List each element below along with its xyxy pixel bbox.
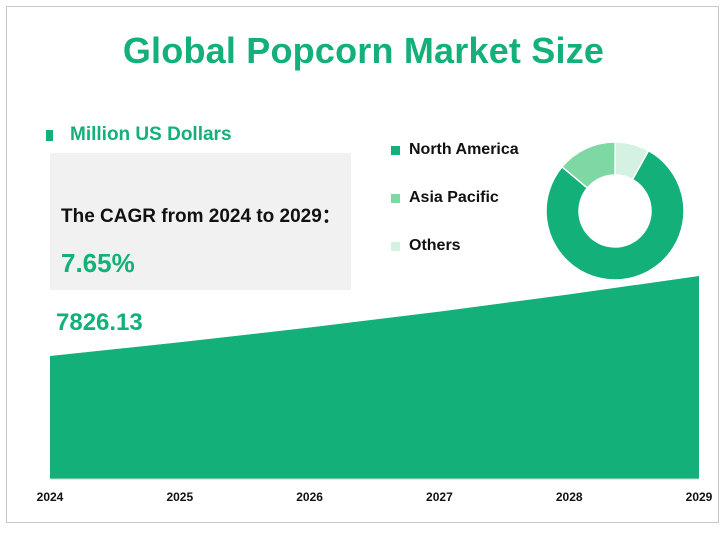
legend-item-north-america: North America (391, 138, 519, 162)
legend-label-north-america: North America (409, 141, 519, 158)
legend-swatch-others (391, 241, 400, 251)
legend-item-others: Others (391, 234, 519, 258)
cagr-label: The CAGR from 2024 to 2029： (61, 206, 341, 227)
legend-swatch-north-america (391, 145, 400, 155)
unit-legend: Million US Dollars (46, 124, 232, 146)
unit-legend-swatch (46, 129, 53, 141)
first-value-label: 7826.13 (56, 309, 143, 336)
chart-title: Global Popcorn Market Size (122, 30, 605, 71)
legend-label-asia-pacific: Asia Pacific (409, 189, 499, 206)
x-tick-label: 2029 (686, 490, 713, 504)
cagr-box: The CAGR from 2024 to 2029： 7.65% (50, 153, 351, 290)
legend-swatch-asia-pacific (391, 193, 400, 203)
x-tick-label: 2027 (426, 490, 453, 504)
legend-item-asia-pacific: Asia Pacific (391, 186, 519, 210)
x-tick-label: 2028 (556, 490, 583, 504)
donut-legend: North America Asia Pacific Others (391, 138, 519, 282)
x-tick-label: 2025 (166, 490, 193, 504)
legend-label-others: Others (409, 237, 461, 254)
donut-slice-others (614, 141, 650, 181)
x-tick-label: 2024 (37, 490, 64, 504)
x-tick-label: 2026 (296, 490, 323, 504)
area-series (50, 276, 699, 479)
cagr-value: 7.65% (61, 248, 135, 278)
unit-legend-label: Million US Dollars (70, 124, 232, 145)
